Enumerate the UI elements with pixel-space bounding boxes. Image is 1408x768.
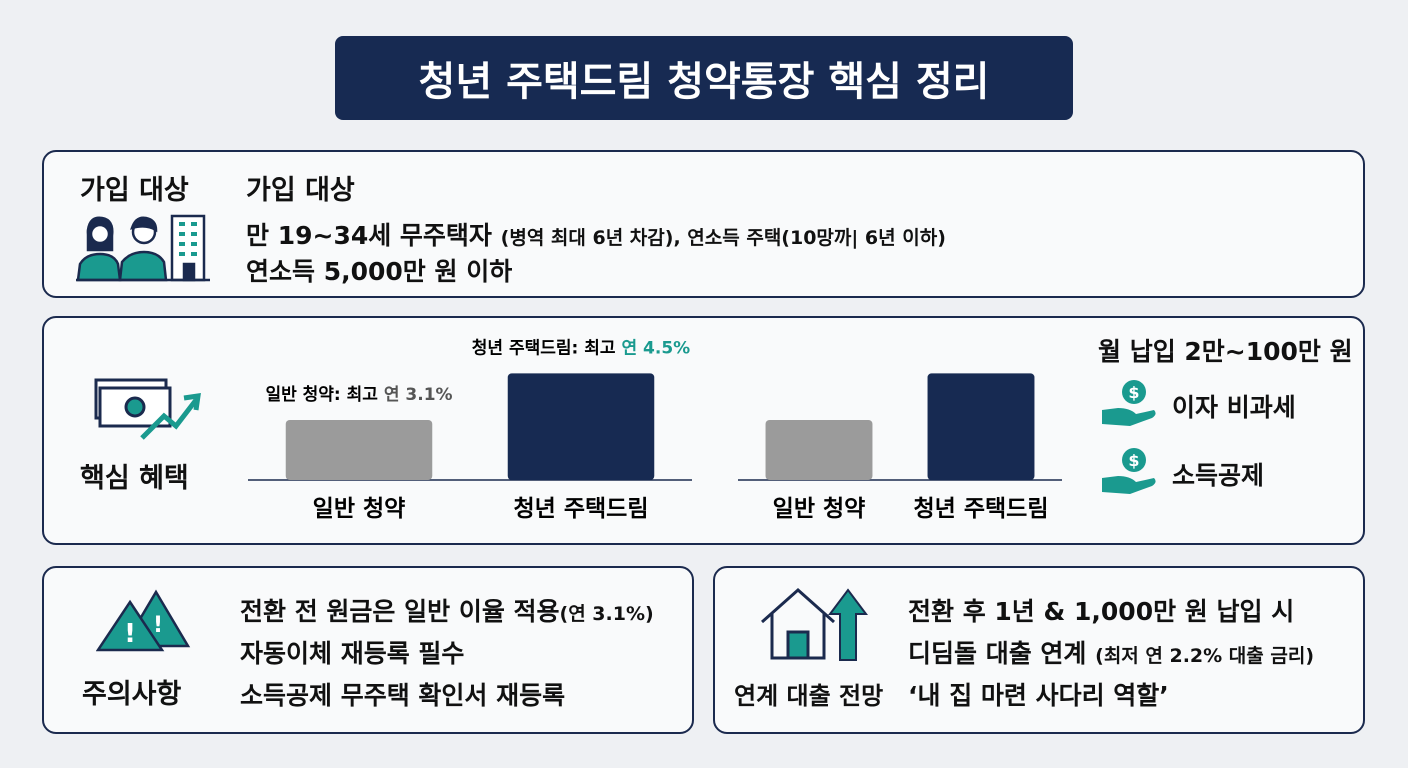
text: 디딤돌 대출 연계 xyxy=(908,639,1087,668)
svg-text:$: $ xyxy=(1128,383,1139,402)
money-icon xyxy=(94,378,201,440)
label-prefix: 일반 청약: 최고 xyxy=(265,384,378,405)
caution-line: 전환 전 원금은 일반 이율 적용(연 3.1%) xyxy=(240,592,654,628)
svg-text:!: ! xyxy=(153,613,163,638)
text: 전환 전 원금은 일반 이율 적용 xyxy=(240,597,560,626)
bar xyxy=(507,373,655,480)
value-label: 연 4.5% xyxy=(621,338,690,358)
title: 청년 주택드림 청약통장 핵심 정리 xyxy=(335,36,1073,120)
eligibility-line: 만 19~34세 무주택자 (병역 최대 6년 차감), 연소득 주택(10망까… xyxy=(246,216,946,252)
perk: 소득공제 xyxy=(1172,461,1265,490)
eligibility-heading: 가입 대상 xyxy=(80,175,189,206)
note: (최저 연 2.2% 대출 금리) xyxy=(1095,645,1315,667)
eligibility-panel xyxy=(42,150,1365,298)
caution-line: 소득공제 무주택 확인서 재등록 xyxy=(240,681,566,710)
house-icon xyxy=(761,587,868,661)
eligibility-line: 연소득 5,000만 원 이하 xyxy=(246,257,513,286)
caution-line: 자동이체 재등록 필수 xyxy=(240,639,465,668)
bar-chart: 일반 청약 청년 주택드림 xyxy=(738,373,1062,522)
value-annotation: 일반 청약: 최고 연 3.1% xyxy=(265,384,452,405)
coin-hand-icon: $ xyxy=(1102,448,1156,494)
loan-heading: 연계 대출 전망 xyxy=(734,682,884,710)
payment: 월 납입 2만~100만 원 xyxy=(1098,337,1353,366)
category-label: 청년 주택드림 xyxy=(514,496,649,522)
category-label: 청년 주택드림 xyxy=(914,496,1049,522)
category-label: 일반 청약 xyxy=(773,496,866,522)
coin-hand-icon: $ xyxy=(1102,380,1156,426)
svg-text:!: ! xyxy=(124,619,136,649)
bar xyxy=(765,420,873,480)
loan-line: 전환 후 1년 & 1,000만 원 납입 시 xyxy=(908,597,1295,626)
people-icon xyxy=(76,214,210,282)
value-label: 연 3.1% xyxy=(384,385,453,405)
eligibility-subheading: 가입 대상 xyxy=(246,175,355,206)
loan-panel xyxy=(713,566,1365,734)
bar xyxy=(285,420,433,480)
label-prefix: 청년 주택드림: 최고 xyxy=(472,337,616,358)
svg-text:$: $ xyxy=(1128,451,1139,470)
value-annotation: 청년 주택드림: 최고 연 4.5% xyxy=(472,337,690,358)
note: (병역 최대 6년 차감), 연소득 주택(10망까| 6년 이하) xyxy=(500,227,946,249)
bar-chart: 일반 청약 일반 청약: 최고 연 3.1% 청년 주택드림 청년 주택드림: 최고 … xyxy=(248,337,692,522)
benefits-heading: 핵심 혜택 xyxy=(80,463,189,494)
note: (연 3.1%) xyxy=(559,603,654,625)
warning-icon: ! ! xyxy=(96,589,191,652)
category-label: 일반 청약 xyxy=(313,496,406,522)
text: 만 19~34세 무주택자 xyxy=(246,221,492,250)
loan-line: ‘내 집 마련 사다리 역할’ xyxy=(908,681,1169,710)
bar xyxy=(927,373,1035,480)
cautions-heading: 주의사항 xyxy=(82,679,182,710)
perk: 이자 비과세 xyxy=(1172,393,1296,422)
loan-line: 디딤돌 대출 연계 (최저 연 2.2% 대출 금리) xyxy=(908,634,1314,670)
benefits-panel xyxy=(42,316,1365,545)
